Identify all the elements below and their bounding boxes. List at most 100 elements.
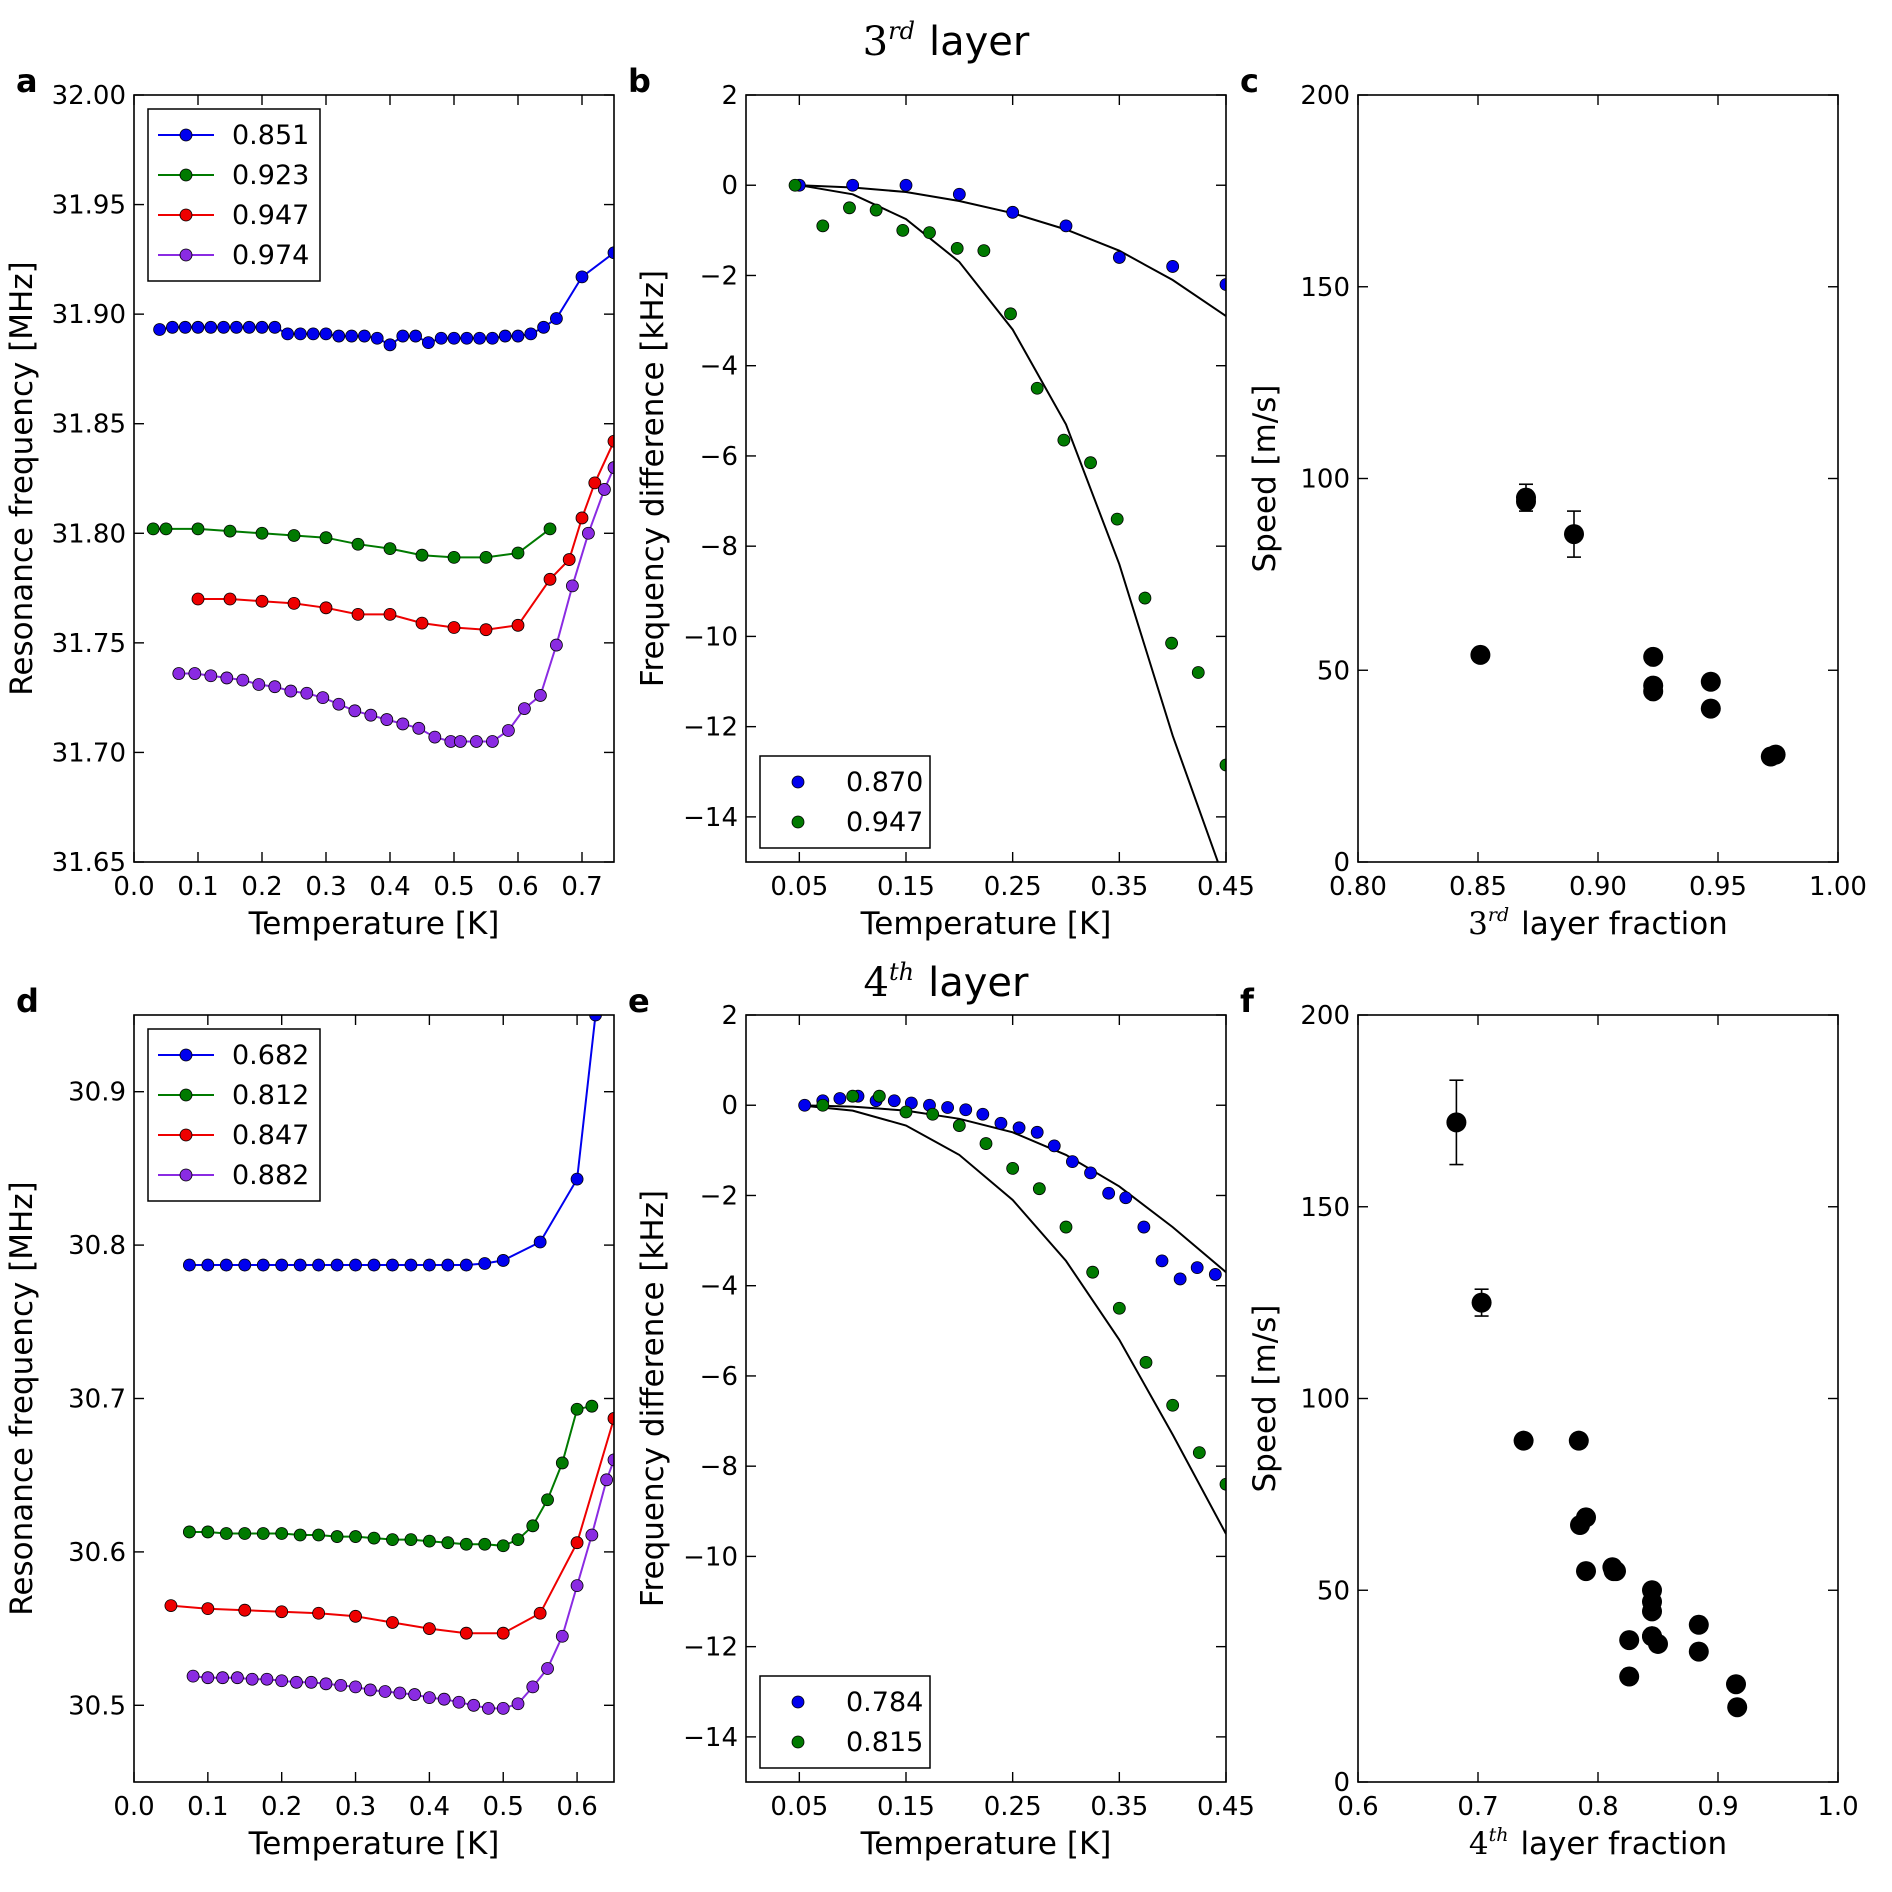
data-point [229, 320, 243, 334]
data-point [607, 246, 614, 260]
data-point [1084, 1166, 1097, 1180]
data-point [607, 1412, 614, 1425]
data-point [219, 1527, 233, 1540]
x-tick-label: 0.0 [113, 1792, 154, 1822]
data-point [872, 1089, 886, 1103]
data-point [422, 1622, 436, 1635]
data-point [562, 553, 576, 566]
data-point [846, 1089, 860, 1103]
data-point [441, 1536, 455, 1550]
data-point [1564, 524, 1584, 545]
legend-label: 0.947 [846, 807, 923, 838]
series-0.947 [191, 434, 614, 637]
data-point [1006, 1162, 1020, 1175]
data-point [498, 329, 512, 343]
data-point [330, 1530, 344, 1543]
legend-item: 0.812 [158, 1080, 309, 1111]
data-point [1112, 251, 1126, 264]
data-point [1643, 646, 1664, 667]
x-tick-label: 1.0 [1817, 1792, 1858, 1822]
series-0.682 [182, 1015, 602, 1272]
x-tick-label: 0.4 [409, 1792, 450, 1822]
data-point [1191, 666, 1205, 679]
y-tick-label: 50 [1317, 1576, 1350, 1606]
axes-frame [745, 1014, 1227, 1783]
x-tick-label: 0.7 [1457, 1792, 1498, 1822]
data-point [478, 1537, 492, 1551]
data-point [543, 572, 557, 586]
data-point [1516, 491, 1536, 512]
data-point [1004, 307, 1017, 321]
data-point [550, 312, 563, 325]
data-point [238, 1527, 252, 1540]
data-point [869, 203, 883, 217]
data-point [816, 1098, 830, 1112]
data-point [304, 1675, 318, 1689]
data-point [172, 667, 186, 680]
series-0.870 [792, 178, 1226, 291]
data-point [1165, 636, 1178, 650]
data-point [526, 1680, 540, 1694]
legend-item: 0.870 [791, 767, 923, 798]
data-point [511, 1697, 525, 1711]
data-point [268, 680, 282, 694]
data-point [1568, 1430, 1589, 1451]
x-tick-label: 0.25 [984, 1792, 1042, 1822]
plot-area [1446, 1079, 1748, 1718]
plot-area [146, 246, 614, 748]
y-tick-label: 30.5 [68, 1691, 126, 1721]
data-point [255, 594, 269, 608]
data-point [1139, 1356, 1153, 1369]
series-0.851 [153, 246, 614, 352]
legend-marker [179, 1048, 193, 1062]
data-point [178, 320, 192, 334]
data-point [459, 1258, 473, 1272]
data-point [223, 592, 237, 606]
x-tick-label: 1.00 [1809, 872, 1867, 902]
data-point [223, 524, 237, 538]
data-point [437, 1692, 451, 1706]
legend-marker [179, 128, 193, 142]
legend-item: 0.847 [158, 1120, 309, 1151]
y-tick-label: −4 [700, 352, 738, 382]
y-tick-label: 150 [1300, 1193, 1350, 1223]
legend-label: 0.870 [846, 767, 923, 798]
data-point [252, 678, 266, 691]
data-point [396, 717, 410, 731]
data-point [833, 1092, 847, 1105]
data-point [1047, 1139, 1061, 1153]
data-point [182, 1525, 196, 1539]
data-point [607, 434, 614, 448]
x-tick-label: 0.6 [497, 872, 538, 902]
legend-item: 0.882 [158, 1160, 309, 1191]
data-point [287, 529, 301, 542]
data-point [422, 1534, 436, 1548]
data-point [1727, 1697, 1748, 1718]
y-tick-label: 2 [721, 1001, 738, 1031]
data-point [345, 329, 359, 343]
x-tick-label: 0.85 [1449, 872, 1507, 902]
data-point [422, 1691, 436, 1705]
data-point [242, 320, 256, 334]
data-point [363, 1683, 377, 1697]
data-point [367, 1531, 381, 1545]
legend: 0.851 0.923 0.947 0.974 [147, 108, 321, 282]
x-axis-label: Temperature [K] [248, 1826, 500, 1862]
data-point [899, 1105, 913, 1119]
data-point [1619, 1666, 1640, 1687]
data-point [415, 548, 429, 562]
legend-label: 0.812 [232, 1080, 309, 1111]
y-tick-label: 0 [1333, 848, 1350, 878]
data-point [533, 1235, 547, 1249]
data-point [364, 708, 378, 722]
data-point [434, 331, 448, 345]
data-point [1606, 1561, 1626, 1582]
data-point [275, 1527, 289, 1540]
data-point [409, 329, 423, 343]
data-point [460, 331, 474, 345]
y-tick-label: 200 [1300, 1001, 1350, 1031]
data-point [1119, 1191, 1133, 1205]
data-point [367, 1258, 381, 1272]
series-0.784 [798, 1089, 1222, 1286]
